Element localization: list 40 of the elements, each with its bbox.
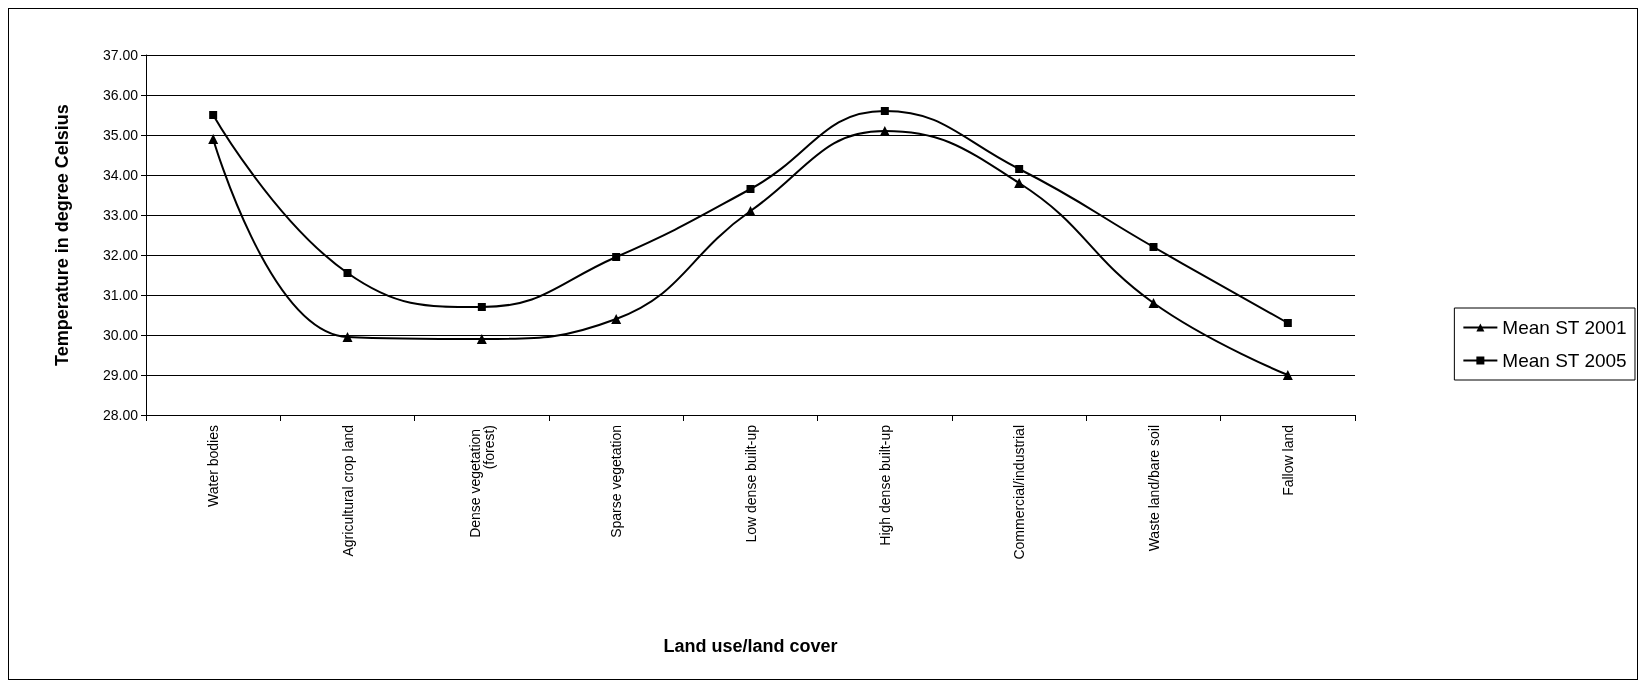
x-axis-title: Land use/land cover xyxy=(663,636,838,656)
point xyxy=(1283,319,1292,327)
y-tick-label: 28.00 xyxy=(102,407,139,423)
y-tick-label: 35.00 xyxy=(102,127,139,143)
x-tick-label: Low dense built-up xyxy=(742,424,759,543)
point xyxy=(209,111,218,119)
y-tick-label: 29.00 xyxy=(102,367,139,383)
y-tick-label: 33.00 xyxy=(102,207,139,223)
x-tick-label: Water bodies xyxy=(205,425,222,507)
y-tick-label: 32.00 xyxy=(102,247,139,263)
point xyxy=(1148,298,1159,308)
point xyxy=(880,107,889,115)
y-tick-label: 34.00 xyxy=(102,167,139,183)
point xyxy=(343,269,352,277)
x-tick-label: High dense built-up xyxy=(876,424,893,546)
point xyxy=(1149,243,1158,251)
x-tick-label: Fallow land xyxy=(1279,425,1296,496)
point xyxy=(746,185,755,193)
point xyxy=(1014,178,1025,188)
point xyxy=(1282,370,1293,380)
legend-label: Mean ST 2005 xyxy=(1502,350,1627,371)
y-tick-label: 31.00 xyxy=(102,287,139,303)
y-tick-label: 30.00 xyxy=(102,327,139,343)
point xyxy=(208,134,219,144)
legend-label: Mean ST 2001 xyxy=(1502,317,1627,338)
x-tick-label: Dense vegetation (forest) xyxy=(466,425,497,538)
point xyxy=(612,253,621,261)
y-axis-title: Temperature in degree Celsius xyxy=(52,104,72,366)
x-tick-label: Sparse vegetation xyxy=(608,425,625,538)
y-tick-label: 37.00 xyxy=(102,47,139,63)
point xyxy=(476,334,487,344)
x-tick-label: Commercial/industrial xyxy=(1011,425,1028,560)
point xyxy=(1015,165,1024,173)
x-tick-label: Agricultural crop land xyxy=(339,425,356,557)
point xyxy=(879,126,890,136)
point xyxy=(342,332,353,342)
point xyxy=(611,314,622,324)
point xyxy=(477,303,486,311)
y-tick-label: 36.00 xyxy=(102,87,139,103)
x-tick-label: Waste land/bare soil xyxy=(1145,425,1162,552)
